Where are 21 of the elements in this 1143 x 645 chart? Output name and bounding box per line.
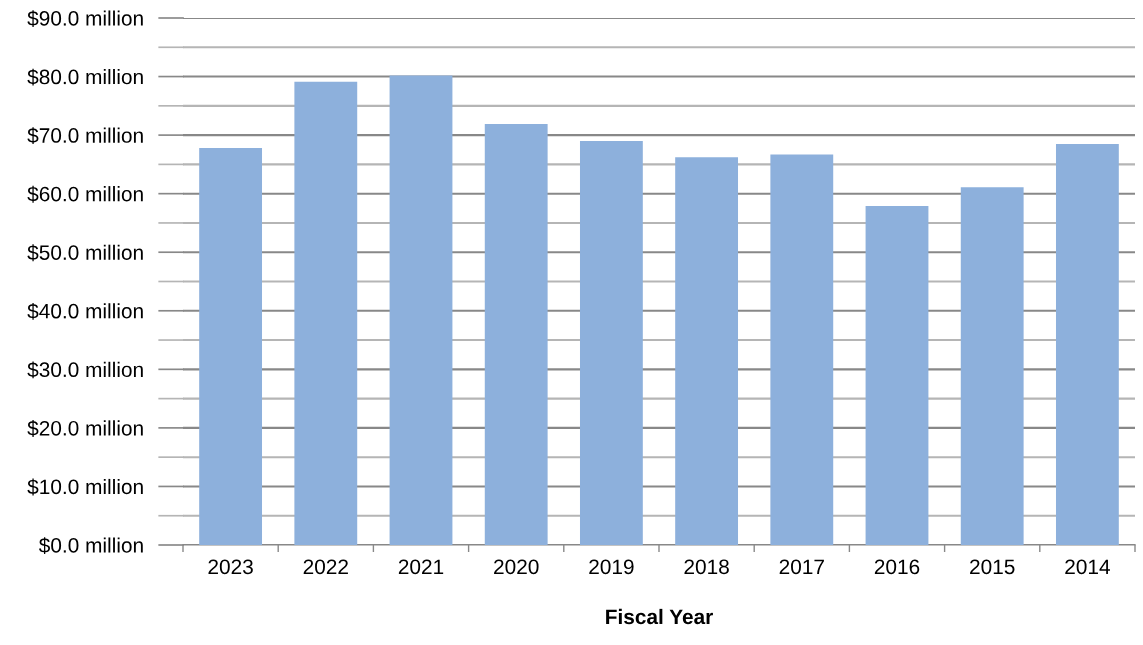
y-tick-label: $50.0 million (27, 244, 143, 262)
x-tick-label: 2015 (970, 559, 1015, 575)
x-tick-label: 2018 (684, 559, 729, 575)
x-tick-label: 2016 (874, 559, 920, 575)
y-tick-label: $30.0 million (27, 361, 143, 379)
y-tick-label: $90.0 million (27, 10, 143, 27)
y-tick-label: $10.0 million (27, 478, 143, 496)
x-axis-title: Fiscal Year (606, 608, 713, 625)
y-tick-label: $80.0 million (27, 68, 143, 86)
y-tick-label: $0.0 million (38, 537, 143, 554)
y-tick-label: $40.0 million (27, 302, 143, 320)
y-tick-label: $20.0 million (27, 420, 143, 437)
x-tick-label: 2019 (589, 559, 634, 575)
x-tick-label: 2023 (208, 559, 253, 575)
x-tick-label: 2014 (1065, 559, 1110, 575)
x-tick-label: 2020 (494, 559, 539, 575)
x-tick-label: 2017 (779, 559, 824, 575)
x-tick-label: 2022 (303, 559, 348, 575)
y-tick-label: $60.0 million (27, 185, 143, 203)
y-tick-label: $70.0 million (27, 127, 143, 145)
x-tick-label: 2021 (398, 559, 444, 575)
